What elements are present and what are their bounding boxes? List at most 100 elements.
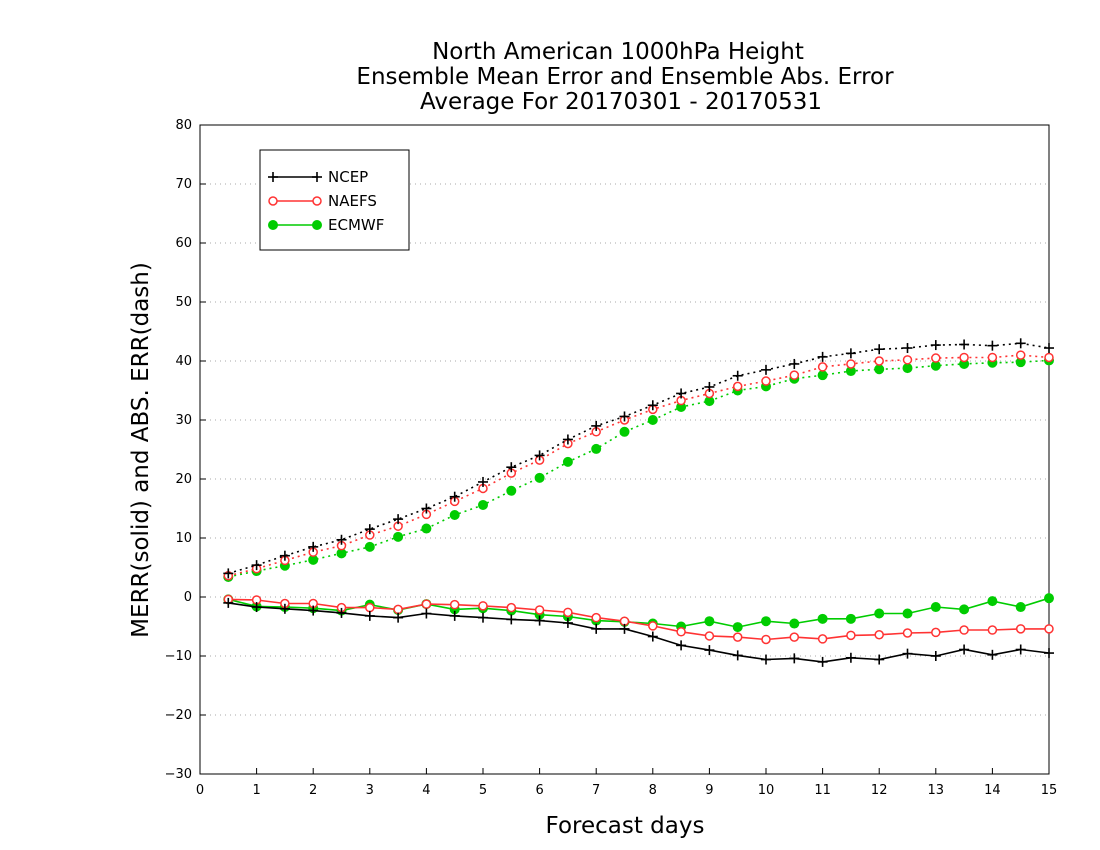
- y-tick-label: −10: [165, 649, 192, 664]
- legend-box: [259, 149, 410, 251]
- x-tick-label: 14: [984, 783, 1001, 798]
- series-naefs-abs-err-point: [959, 352, 969, 363]
- series-ncep-merr-point: [987, 649, 998, 660]
- series-ecmwf-merr-point: [959, 604, 970, 615]
- legend-label: NCEP: [328, 168, 368, 186]
- y-tick-label: 10: [175, 531, 192, 546]
- series-naefs-merr-point: [1015, 624, 1026, 634]
- series-ncep-merr-point: [449, 610, 460, 621]
- x-axis-label: Forecast days: [546, 813, 705, 839]
- legend-marker: [312, 220, 322, 230]
- series-ncep-abs-err-point: [959, 339, 970, 350]
- y-tick-label: 70: [175, 177, 192, 192]
- y-tick-label: 40: [175, 354, 192, 369]
- series-naefs-merr-point: [846, 630, 856, 641]
- legend-marker: [312, 172, 322, 182]
- x-tick-label: 15: [1041, 783, 1058, 798]
- axis-ticks: 0 1 2 3 4 5 6 7 8 9 10 11 12 13 14 15−30−20−10010203040…: [165, 118, 1058, 798]
- series-ncep-merr-point: [364, 610, 375, 621]
- y-tick-label: 20: [175, 472, 192, 487]
- series-ncep-abs-err-point: [364, 524, 375, 535]
- series-ecmwf-merr-point: [845, 613, 856, 624]
- series-naefs-abs-err-point: [846, 359, 856, 369]
- series-ncep-merr-point: [336, 607, 347, 618]
- x-tick-label: 10: [758, 783, 775, 798]
- legend-marker: [268, 220, 278, 230]
- series-naefs-abs-err-point: [1015, 350, 1026, 360]
- series-naefs-merr-point: [874, 630, 884, 640]
- series-ncep-merr-point: [647, 631, 658, 642]
- series-ncep-abs-err-point: [1044, 343, 1054, 354]
- series-ncep-abs-err-point: [987, 340, 998, 351]
- series-ncep-abs-err-point: [676, 388, 687, 399]
- series-ncep-merr-point: [845, 652, 856, 663]
- series-naefs-abs-err-point: [761, 376, 771, 386]
- x-tick-label: 7: [592, 783, 600, 798]
- series-ncep-merr-point: [930, 651, 941, 661]
- series-ncep-abs-err-point: [449, 491, 460, 502]
- series-naefs-abs-err-point: [1044, 352, 1054, 363]
- series-ncep-merr-point: [619, 623, 630, 634]
- series-naefs-abs-err-point: [874, 356, 884, 366]
- legend-label: NAEFS: [328, 192, 377, 210]
- series-ncep-merr-point: [562, 617, 573, 628]
- series-naefs-merr-point: [1044, 624, 1054, 634]
- y-axis-label: MERR(solid) and ABS. ERR(dash): [128, 262, 154, 638]
- series-ecmwf-abs-err-point: [393, 531, 404, 542]
- series-ecmwf-merr-point: [902, 608, 913, 619]
- series-ecmwf-merr-point: [1015, 602, 1026, 613]
- y-tick-label: 0: [184, 590, 192, 605]
- series-ncep-merr-point: [732, 650, 743, 661]
- series-naefs: [223, 350, 1054, 645]
- series-naefs-merr-point: [478, 601, 488, 611]
- series-ecmwf-merr-point: [817, 613, 828, 624]
- series-naefs-merr-point: [902, 628, 913, 638]
- series-ncep-abs-err-point: [562, 434, 573, 445]
- series-naefs-merr-point: [817, 634, 828, 644]
- series-naefs-merr-point: [506, 602, 517, 613]
- series-ecmwf-abs-err-point: [562, 456, 573, 467]
- series-naefs-merr-point: [591, 612, 601, 623]
- series-ncep-abs-err-point: [534, 450, 545, 461]
- legend: NCEP NAEFS ECMWF: [259, 149, 410, 251]
- series-naefs-abs-err-point: [817, 362, 828, 372]
- legend-item-ecmwf: ECMWF: [268, 216, 384, 234]
- x-tick-label: 4: [422, 783, 430, 798]
- series-ecmwf-merr-point: [789, 618, 800, 629]
- series-ncep-abs-err-point: [874, 344, 885, 355]
- series-ncep-abs-err-point: [930, 340, 941, 351]
- series-ncep-merr-point: [421, 608, 432, 619]
- series-ncep-merr-point: [704, 645, 715, 656]
- series-ncep: [223, 338, 1054, 667]
- series-naefs-merr-point: [931, 627, 941, 638]
- series-ncep-merr-point: [789, 653, 800, 664]
- legend-marker: [312, 196, 322, 206]
- series-ncep-merr-point: [506, 614, 517, 625]
- y-tick-label: 60: [175, 236, 192, 251]
- series-naefs-abs-err-point: [732, 381, 743, 392]
- series-ncep-merr-point: [393, 612, 404, 623]
- series-ncep-merr-point: [478, 612, 488, 623]
- series-naefs-merr-point: [421, 599, 432, 609]
- series-ncep-abs-err-point: [336, 534, 347, 545]
- x-tick-label: 8: [649, 783, 657, 798]
- series-ecmwf-abs-err-point: [421, 523, 432, 534]
- chart-title-line-1: North American 1000hPa Height: [432, 39, 804, 65]
- x-tick-label: 11: [814, 783, 831, 798]
- series-naefs-merr-point: [761, 634, 771, 645]
- series-ncep-abs-err-point: [223, 568, 234, 579]
- series-ncep-abs-err-line: [228, 342, 1050, 575]
- series-naefs-merr-point: [959, 625, 969, 635]
- series-ecmwf-abs-err-point: [478, 499, 488, 510]
- series-ecmwf-abs-err-point: [619, 426, 630, 437]
- series-ncep-merr-point: [902, 648, 913, 659]
- legend-item-ncep: NCEP: [268, 168, 368, 186]
- series-ncep-abs-err-point: [845, 348, 856, 359]
- series-naefs-abs-err-line: [228, 354, 1050, 577]
- legend-label: ECMWF: [328, 216, 384, 234]
- series-naefs-merr-point: [987, 625, 998, 635]
- series-naefs-merr-point: [365, 602, 375, 613]
- series-ecmwf-abs-err-point: [902, 363, 913, 374]
- series-ecmwf-abs-err-point: [647, 415, 658, 425]
